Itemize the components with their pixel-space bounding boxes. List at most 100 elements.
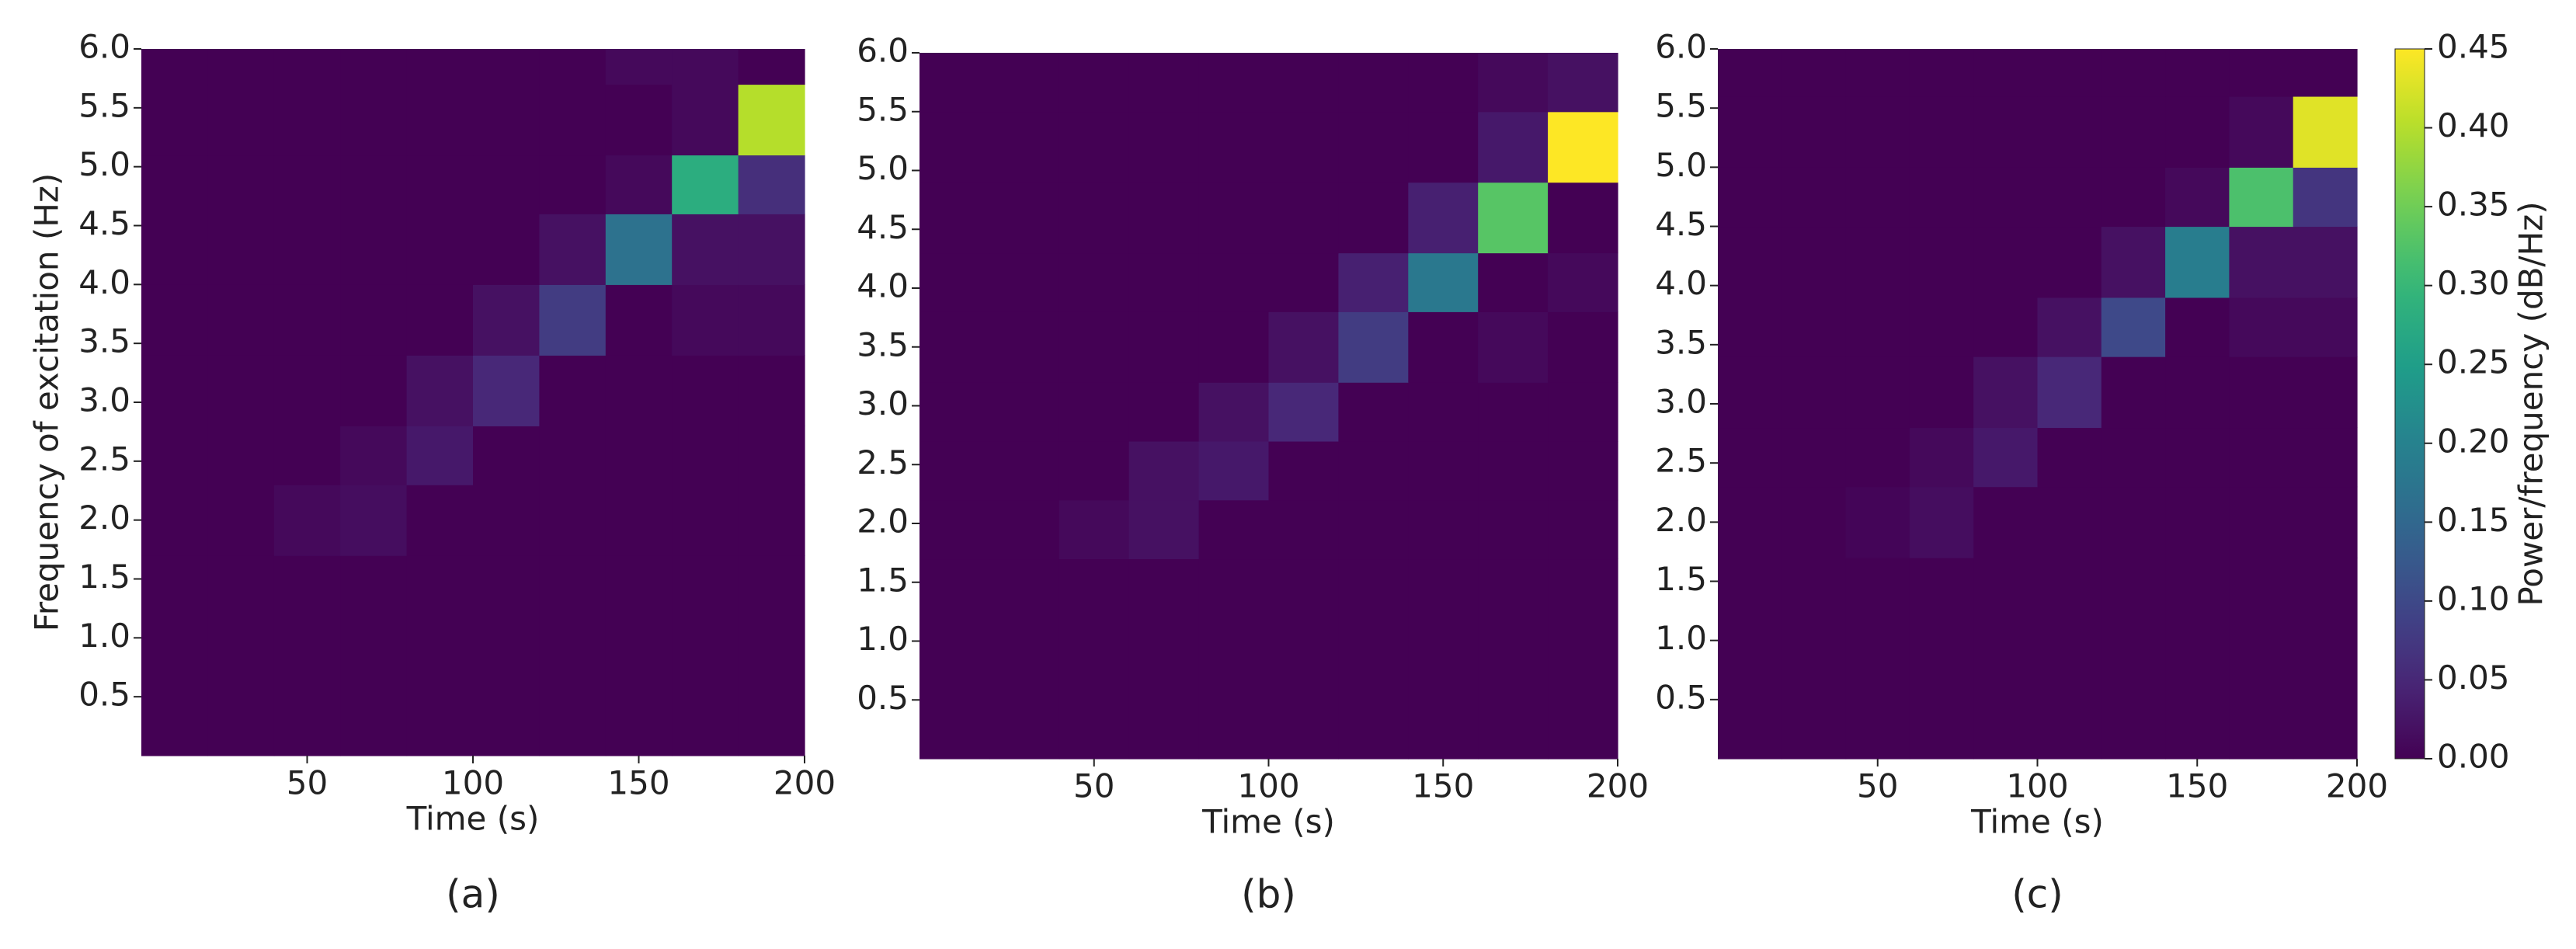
heatmap-cell (1128, 558, 1200, 760)
heatmap-cell (1478, 53, 1549, 113)
colorbar-tick-label: 0.00 (2437, 738, 2510, 776)
heatmap-cell (605, 555, 673, 756)
x-tick-label: 150 (607, 764, 669, 802)
heatmap-cell (1128, 252, 1200, 312)
heatmap-cell (1718, 356, 1782, 429)
x-tick-label: 150 (1412, 767, 1474, 805)
heatmap-cell (1478, 252, 1549, 312)
heatmap-cell (141, 284, 208, 356)
heatmap-cell (920, 311, 990, 383)
y-tick-label: 0.5 (857, 679, 909, 717)
heatmap-cell (207, 214, 275, 285)
heatmap-cell (1973, 427, 2039, 488)
panel: 50 100 150 200 0.5 1.0 1.5 2.0 2.5 3.0 3.5 4.0 4.5 5.… (857, 32, 1649, 917)
heatmap-cell (738, 426, 805, 485)
y-tick-label: 1.5 (1655, 560, 1707, 598)
heatmap-cell (2101, 226, 2166, 298)
heatmap-cell (2229, 96, 2294, 168)
x-axis-label: Time (s) (406, 800, 540, 838)
heatmap-cell (2101, 297, 2166, 357)
heatmap-cell (473, 426, 540, 485)
heatmap-cell (1909, 167, 1974, 228)
heatmap-cell (1128, 111, 1200, 183)
y-tick-label: 2.5 (1655, 442, 1707, 480)
heatmap-cell (273, 555, 341, 756)
heatmap-cell (1973, 486, 2039, 558)
heatmap-cell (989, 382, 1060, 442)
heatmap-cell (605, 84, 673, 156)
heatmap-cell (2037, 49, 2102, 97)
heatmap-cell (1909, 356, 1974, 429)
heatmap-cell (1548, 111, 1618, 183)
y-tick-label: 1.5 (78, 558, 130, 596)
y-tick-label: 2.0 (78, 499, 130, 537)
heatmap-cell (141, 355, 208, 426)
heatmap-cell (1782, 427, 1847, 488)
y-axis-label: Frequency of excitation (Hz) (28, 173, 66, 632)
heatmap-cell (2037, 356, 2102, 429)
y-tick-label: 3.0 (857, 384, 909, 422)
heatmap-cell (207, 426, 275, 485)
heatmap-cell (1268, 382, 1339, 442)
heatmap-cell (1408, 382, 1479, 442)
y-tick-label: 4.5 (78, 204, 130, 242)
heatmap-cell (1973, 49, 2039, 97)
y-tick-label: 2.0 (857, 502, 909, 541)
heatmap-cell (406, 84, 474, 156)
heatmap-cell (473, 155, 540, 214)
heatmap-cell (1338, 311, 1409, 383)
heatmap-cell (1059, 252, 1130, 312)
heatmap-cell (2165, 427, 2230, 488)
heatmap-cell (2229, 167, 2294, 228)
heatmap-cell (738, 84, 805, 156)
colorbar-body (2394, 48, 2425, 760)
heatmap-cell (1198, 252, 1270, 312)
colorbar-tick-label: 0.05 (2437, 659, 2510, 697)
heatmap-cell (920, 182, 990, 254)
heatmap-cell (1198, 111, 1270, 183)
colorbar-tick-label: 0.10 (2437, 579, 2510, 617)
heatmap-cell (473, 84, 540, 156)
y-tick-label: 0.5 (1655, 678, 1707, 716)
heatmap-cell (2037, 167, 2102, 228)
heatmap-cell (738, 214, 805, 285)
heatmap-cell (2293, 427, 2358, 488)
heatmap-cell (1718, 427, 1782, 488)
x-tick-label: 200 (773, 764, 836, 802)
heatmap-cell (1268, 499, 1339, 560)
y-tick-label: 3.0 (78, 381, 130, 419)
heatmap-cell (1128, 499, 1200, 560)
heatmap-cell (920, 382, 990, 442)
panel-caption: (a) (446, 872, 500, 917)
heatmap-cell (1128, 440, 1200, 501)
heatmap-cell (989, 440, 1060, 501)
heatmap-cell (473, 485, 540, 556)
heatmap-cell (1059, 382, 1130, 442)
heatmap-cell (1059, 53, 1130, 113)
heatmap-cell (1845, 297, 1910, 357)
heatmap-cell (473, 214, 540, 285)
heatmap-cell (2293, 96, 2358, 168)
heatmap-cell (1782, 96, 1847, 168)
colorbar-tick-label: 0.30 (2437, 264, 2510, 302)
y-tick-label: 4.0 (78, 263, 130, 301)
heatmap-cell (340, 84, 408, 156)
heatmap-cell (2229, 427, 2294, 488)
heatmap-cell (672, 555, 739, 756)
heatmap-cell (1268, 53, 1339, 113)
panel-caption: (c) (2011, 872, 2063, 917)
x-tick-label: 50 (1073, 767, 1114, 805)
heatmap-cell (1198, 382, 1270, 442)
heatmap-cell (406, 555, 474, 756)
heatmap-cell (1782, 49, 1847, 97)
heatmap-cell (2101, 427, 2166, 488)
heatmap-cell (1718, 49, 1782, 97)
heatmap-cell (539, 485, 607, 556)
heatmap-cell (920, 53, 990, 113)
heatmap-cell (340, 426, 408, 485)
y-tick-label: 4.5 (857, 208, 909, 246)
x-tick-label: 100 (1237, 767, 1299, 805)
y-tick-label: 3.5 (78, 322, 130, 360)
heatmap-cell (1268, 311, 1339, 383)
